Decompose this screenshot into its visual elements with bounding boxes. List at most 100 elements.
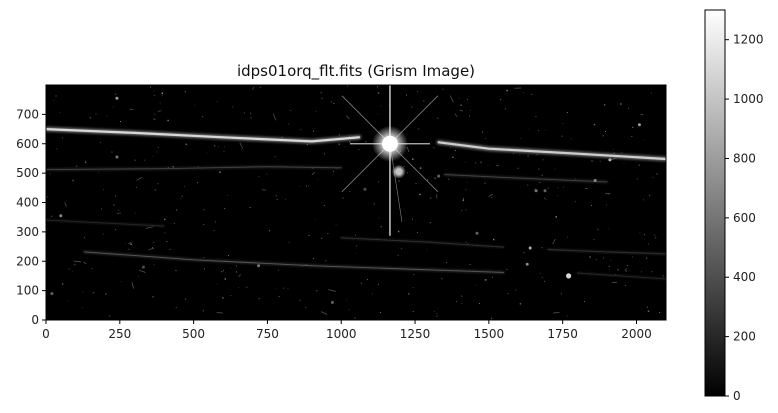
noise-speck — [138, 275, 139, 277]
noise-speck — [475, 162, 477, 164]
noise-speck — [232, 106, 234, 108]
noise-speck — [612, 148, 614, 150]
noise-speck — [484, 182, 486, 184]
noise-speck — [542, 159, 544, 161]
noise-speck — [105, 293, 107, 295]
noise-speck — [51, 215, 53, 217]
noise-speck — [157, 183, 159, 185]
noise-speck — [464, 161, 466, 163]
noise-speck — [250, 112, 251, 114]
noise-speck — [360, 282, 362, 284]
noise-speck — [412, 158, 414, 160]
noise-speck — [534, 188, 536, 190]
noise-speck — [278, 269, 280, 271]
point-source-16 — [543, 189, 547, 193]
noise-speck — [560, 293, 562, 295]
noise-speck — [652, 177, 654, 178]
noise-speck — [423, 100, 425, 102]
noise-speck — [321, 97, 323, 99]
noise-speck — [412, 287, 414, 288]
noise-speck — [436, 315, 438, 317]
cosmic-ray — [553, 311, 560, 314]
x-tick-label: 500 — [182, 327, 205, 341]
noise-speck — [491, 276, 493, 278]
noise-speck — [644, 234, 645, 236]
noise-speck — [607, 194, 609, 195]
noise-speck — [617, 269, 619, 271]
point-sources — [50, 96, 641, 304]
noise-speck — [408, 293, 410, 295]
noise-speck — [642, 114, 644, 116]
noise-speck — [506, 268, 508, 270]
noise-speck — [56, 148, 58, 150]
cosmic-ray — [148, 247, 155, 251]
x-tick-label: 2000 — [621, 327, 652, 341]
noise-speck — [282, 287, 285, 289]
noise-speck — [219, 171, 221, 173]
noise-speck — [520, 138, 522, 139]
noise-speck — [224, 208, 226, 210]
noise-speck — [528, 128, 530, 130]
noise-speck — [114, 93, 117, 95]
colorbar-tick-label: 0 — [733, 389, 741, 403]
noise-speck — [236, 265, 238, 267]
noise-speck — [659, 312, 661, 313]
noise-speck — [76, 165, 78, 167]
noise-speck — [631, 136, 633, 137]
noise-speck — [224, 278, 226, 280]
point-source-2 — [593, 179, 597, 182]
noise-speck — [313, 130, 314, 132]
noise-speck — [358, 149, 360, 150]
noise-speck — [606, 204, 607, 206]
spectrum-trace-lower-left — [83, 251, 505, 273]
noise-speck — [545, 198, 547, 200]
noise-speck — [603, 104, 606, 106]
noise-speck — [461, 296, 463, 297]
noise-speck — [636, 178, 638, 180]
noise-speck — [526, 184, 529, 186]
x-tick-label: 1250 — [400, 327, 431, 341]
noise-speck — [119, 212, 121, 214]
noise-speck — [130, 243, 132, 245]
noise-speck — [355, 234, 356, 236]
noise-speck — [194, 104, 195, 106]
noise-speck — [485, 279, 487, 281]
noise-speck — [213, 230, 215, 231]
noise-speck — [228, 255, 229, 256]
noise-speck — [413, 274, 415, 275]
noise-speck — [519, 303, 522, 305]
noise-speck — [161, 94, 163, 96]
noise-speck — [475, 284, 477, 286]
noise-speck — [378, 283, 380, 285]
cosmic-ray — [131, 282, 134, 289]
noise-speck — [487, 164, 489, 166]
noise-speck — [152, 247, 153, 249]
noise-speck — [153, 90, 155, 92]
spectrum-trace-mid-left — [46, 166, 342, 171]
noise-speck — [203, 209, 205, 211]
noise-speck — [72, 179, 74, 182]
noise-speck — [84, 161, 87, 163]
noise-speck — [505, 108, 506, 110]
noise-speck — [456, 300, 458, 302]
noise-speck — [654, 234, 656, 236]
noise-speck — [175, 270, 177, 271]
noise-speck — [91, 268, 93, 269]
noise-speck — [554, 168, 556, 170]
cosmic-ray — [128, 242, 132, 244]
noise-speck — [380, 225, 382, 228]
y-tick-label: 600 — [16, 137, 39, 151]
noise-speck — [406, 94, 407, 96]
noise-speck — [345, 146, 346, 148]
noise-speck — [356, 245, 358, 247]
star-core — [381, 135, 398, 152]
noise-speck — [285, 198, 286, 200]
noise-speck — [539, 182, 541, 183]
noise-speck — [68, 268, 70, 270]
cosmic-ray — [138, 269, 146, 273]
noise-speck — [222, 270, 224, 272]
noise-speck — [161, 92, 163, 94]
noise-speck — [241, 149, 243, 150]
noise-speck — [397, 254, 399, 256]
